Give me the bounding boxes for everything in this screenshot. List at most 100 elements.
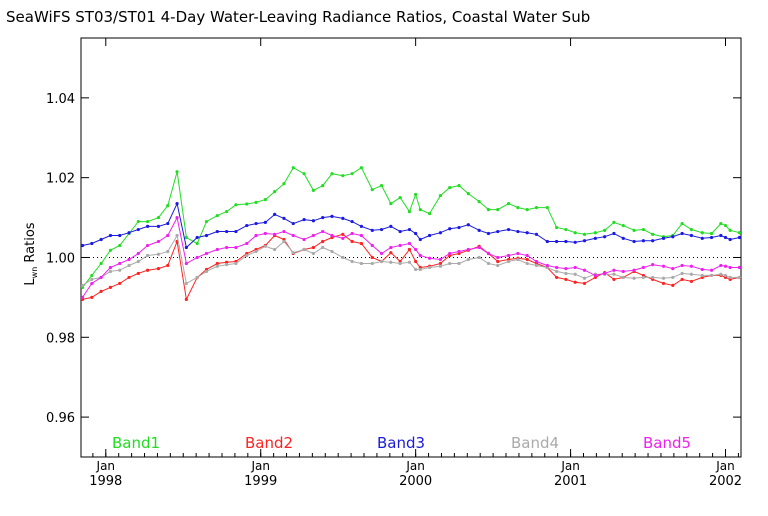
data-point xyxy=(146,253,150,258)
data-point xyxy=(573,280,577,284)
data-point xyxy=(593,231,597,235)
data-point xyxy=(516,229,520,234)
data-point xyxy=(516,205,520,210)
data-point xyxy=(438,261,443,266)
data-point xyxy=(709,235,714,240)
data-point xyxy=(225,263,229,267)
x-tick-year-label: 2001 xyxy=(554,474,587,489)
data-point xyxy=(457,184,461,188)
data-point xyxy=(525,257,529,262)
data-point xyxy=(184,297,188,301)
data-point xyxy=(414,259,418,264)
data-point xyxy=(407,209,412,214)
data-point xyxy=(370,261,374,266)
data-point xyxy=(723,273,728,278)
data-point xyxy=(156,224,161,228)
data-point xyxy=(245,223,249,228)
data-point xyxy=(507,227,511,232)
y-axis-label: Lwn Ratios xyxy=(23,222,39,285)
data-point xyxy=(582,276,587,280)
data-point xyxy=(457,225,461,230)
data-point xyxy=(418,253,422,258)
data-point xyxy=(709,273,714,278)
data-point xyxy=(496,263,500,268)
data-point xyxy=(641,227,645,232)
data-point xyxy=(728,265,732,270)
data-point xyxy=(359,166,364,170)
data-point xyxy=(389,224,393,228)
data-point xyxy=(680,231,684,236)
data-point xyxy=(525,231,529,235)
data-point xyxy=(234,203,238,207)
data-point xyxy=(370,255,374,260)
data-point xyxy=(359,224,364,228)
data-point xyxy=(282,229,286,234)
data-point xyxy=(184,261,188,266)
data-point xyxy=(689,264,694,268)
data-point xyxy=(341,255,345,260)
data-point xyxy=(330,233,334,238)
data-point xyxy=(448,227,452,231)
data-point xyxy=(204,251,209,256)
data-point xyxy=(719,263,723,268)
data-point xyxy=(379,227,384,232)
data-point xyxy=(204,269,209,274)
data-point xyxy=(359,233,364,238)
data-point xyxy=(254,221,258,226)
data-point xyxy=(680,221,684,226)
data-point xyxy=(175,170,179,174)
data-point xyxy=(700,273,704,278)
data-point xyxy=(175,215,179,220)
y-tick-label: 1.00 xyxy=(46,251,75,266)
data-point xyxy=(457,249,461,254)
data-point xyxy=(507,259,511,264)
x-tick-year-label: 2000 xyxy=(399,474,432,489)
data-point xyxy=(438,257,443,262)
data-point xyxy=(680,277,684,282)
data-point xyxy=(282,182,286,186)
data-point xyxy=(723,235,728,240)
data-point xyxy=(603,271,607,276)
data-point xyxy=(477,245,481,250)
data-point xyxy=(302,237,306,242)
series-band5 xyxy=(80,215,742,299)
data-point xyxy=(564,277,568,282)
data-point xyxy=(146,219,150,224)
data-point xyxy=(398,243,402,248)
data-point xyxy=(414,247,418,252)
data-point xyxy=(184,235,188,240)
data-point xyxy=(359,261,364,266)
data-point xyxy=(418,267,422,272)
data-point xyxy=(466,257,470,262)
data-point xyxy=(118,268,122,272)
data-point xyxy=(582,239,587,243)
data-point xyxy=(680,263,684,268)
y-axis-label-main: L xyxy=(23,278,38,286)
data-point xyxy=(689,227,694,232)
data-point xyxy=(632,239,636,244)
data-point xyxy=(311,219,315,223)
data-point xyxy=(127,275,131,280)
data-point xyxy=(389,202,393,206)
data-point xyxy=(359,241,364,246)
data-point xyxy=(127,231,131,235)
data-point xyxy=(175,233,179,238)
data-point xyxy=(291,233,295,238)
svg-text:Lwn Ratios: Lwn Ratios xyxy=(23,222,39,285)
data-point xyxy=(448,251,452,256)
data-point xyxy=(254,200,258,205)
data-point xyxy=(118,243,122,248)
data-point xyxy=(136,227,140,232)
data-point xyxy=(723,264,728,268)
data-point xyxy=(407,247,412,252)
data-point xyxy=(671,267,675,271)
data-point xyxy=(448,261,452,266)
plot-frame xyxy=(80,37,742,458)
data-point xyxy=(438,264,443,268)
data-point xyxy=(651,239,655,243)
data-point xyxy=(573,231,577,235)
data-point xyxy=(156,252,161,256)
data-point xyxy=(603,228,607,232)
data-point xyxy=(438,194,443,198)
data-point xyxy=(689,233,694,238)
